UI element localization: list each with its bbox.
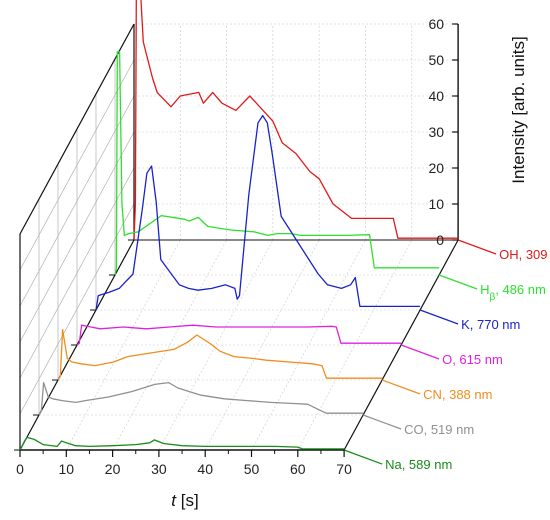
series-line — [38, 381, 364, 416]
x-tick-label: 70 — [336, 461, 352, 477]
series-leader-line — [400, 344, 440, 360]
z-axis-title: Intensity [arb. units] — [509, 36, 528, 183]
series-leader-line — [457, 239, 497, 255]
z-tick-label: 0 — [436, 232, 444, 248]
series-line — [95, 114, 421, 311]
series-group: CN, 388 nm — [57, 328, 492, 402]
series-leader-line — [343, 449, 383, 465]
grid-layer — [19, 23, 459, 451]
series-group: CO, 519 nm — [38, 381, 474, 437]
x-tick-label: 40 — [197, 461, 213, 477]
z-tick-label: 60 — [429, 16, 445, 32]
series-label: O, 615 nm — [442, 352, 503, 367]
x-tick-label: 0 — [16, 461, 24, 477]
z-tick-label: 20 — [429, 160, 445, 176]
x-tick-label: 10 — [59, 461, 75, 477]
x-tick-label: 60 — [290, 461, 306, 477]
floor-gridline — [251, 239, 366, 451]
series-leader-line — [438, 274, 478, 290]
z-tick-label: 50 — [429, 52, 445, 68]
series-label: CN, 388 nm — [423, 387, 492, 402]
floor-gridline — [158, 239, 274, 451]
series-label: K, 770 nm — [461, 317, 520, 332]
axis-walls — [19, 23, 459, 451]
z-tick-label: 30 — [429, 124, 445, 140]
series-line — [19, 436, 345, 451]
series-group: O, 615 nm — [76, 324, 503, 367]
series-label: CO, 519 nm — [404, 422, 474, 437]
x-tick-label: 20 — [105, 461, 121, 477]
series-line — [76, 324, 402, 346]
floor-gridline — [66, 239, 181, 451]
x-axis-title: t [s] — [171, 491, 198, 510]
series-group: Na, 589 nm — [19, 436, 452, 472]
tick-layer: 0 10 20 30 40 50 60 70 0 10 20 30 40 50 60 — [14, 16, 459, 477]
z-tick-label: 40 — [429, 88, 445, 104]
series-label: Na, 589 nm — [385, 457, 452, 472]
series-line — [114, 51, 440, 276]
series-group: Hβ, 486 nm — [114, 51, 546, 303]
x-tick-label: 30 — [151, 461, 167, 477]
series-label: Hβ, 486 nm — [480, 282, 546, 303]
series-leader-line — [381, 379, 421, 395]
top-wall-edge — [19, 23, 135, 235]
x-tick-label: 50 — [244, 461, 260, 477]
series-group: K, 770 nm — [95, 114, 520, 332]
series-leader-line — [362, 414, 402, 430]
series-line — [57, 328, 383, 381]
series-leader-line — [419, 309, 459, 325]
z-tick-label: 10 — [429, 196, 445, 212]
series-layer: OH, 309 nm Hβ, 486 nm K, 770 nm O, 615 nm CN… — [19, 0, 550, 472]
series-label: OH, 309 nm — [499, 247, 550, 262]
series-group: OH, 309 nm — [133, 0, 550, 262]
series-line — [133, 0, 459, 241]
